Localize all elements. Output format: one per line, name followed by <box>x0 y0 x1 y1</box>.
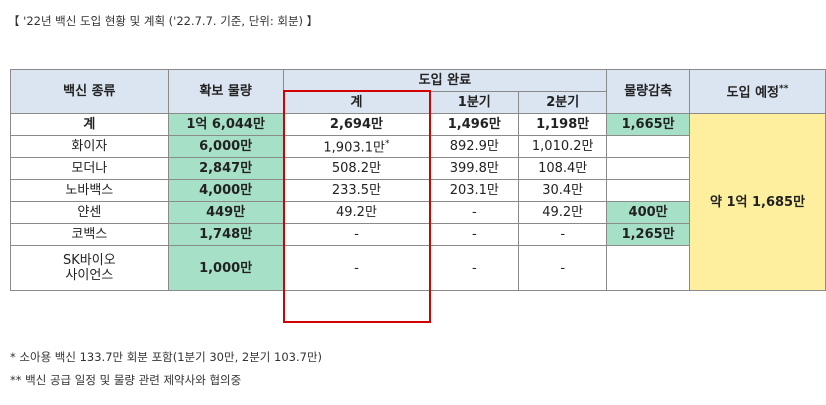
row-total: 49.2만 <box>282 201 431 224</box>
footnote-1: * 소아용 백신 133.7만 회분 포함(1분기 30만, 2분기 103.7… <box>10 350 323 364</box>
row-q1: 892.9만 <box>429 135 520 158</box>
row-reduction <box>606 245 691 291</box>
row-name-line1: SK바이오 <box>63 253 116 268</box>
header-vaccine-type: 백신 종류 <box>10 69 169 114</box>
row-q1: - <box>429 223 520 246</box>
row-secured: 2,847만 <box>167 157 284 180</box>
row-q1: 399.8만 <box>429 157 520 180</box>
row-name: 코백스 <box>10 223 169 246</box>
header-introduced: 도입 완료 <box>282 69 608 92</box>
row-secured: 1억 6,044만 <box>167 113 284 136</box>
row-total-mark: * <box>385 139 390 150</box>
row-secured: 4,000만 <box>167 179 284 202</box>
row-secured: 1,748만 <box>167 223 284 246</box>
table-row: 모더나 2,847만 508.2만 399.8만 108.4만 <box>10 157 826 180</box>
row-q2: 30.4만 <box>518 179 608 202</box>
row-name: 얀센 <box>10 201 169 224</box>
row-reduction <box>606 135 691 158</box>
row-q2: - <box>518 245 608 291</box>
row-total: 233.5만 <box>282 179 431 202</box>
row-reduction <box>606 157 691 180</box>
row-name: SK바이오 사이언스 <box>10 245 169 291</box>
footnote-2: ** 백신 공급 일정 및 물량 관련 제약사와 협의중 <box>10 373 242 387</box>
row-reduction <box>606 179 691 202</box>
row-name: 계 <box>10 113 169 136</box>
row-reduction: 400만 <box>606 201 691 224</box>
row-q1: - <box>429 245 520 291</box>
header-planned: 도입 예정** <box>689 69 826 114</box>
header-q2: 2분기 <box>518 91 608 114</box>
row-name: 노바백스 <box>10 179 169 202</box>
row-name: 모더나 <box>10 157 169 180</box>
row-name-line2: 사이언스 <box>65 268 114 283</box>
header-secured: 확보 물량 <box>167 69 284 114</box>
row-q2: 1,010.2만 <box>518 135 608 158</box>
table-row: SK바이오 사이언스 1,000만 - - - <box>10 245 826 291</box>
row-total: 1,903.1만* <box>282 135 431 158</box>
table-row: 화이자 6,000만 1,903.1만* 892.9만 1,010.2만 <box>10 135 826 158</box>
row-q1: 1,496만 <box>429 113 520 136</box>
row-total: 2,694만 <box>282 113 431 136</box>
row-secured: 449만 <box>167 201 284 224</box>
table-row: 얀센 449만 49.2만 - 49.2만 400만 <box>10 201 826 224</box>
row-secured: 6,000만 <box>167 135 284 158</box>
row-q2: 1,198만 <box>518 113 608 136</box>
table-row: 노바백스 4,000만 233.5만 203.1만 30.4만 <box>10 179 826 202</box>
planned-value: 약 1억 1,685만 <box>689 113 826 291</box>
row-reduction: 1,665만 <box>606 113 691 136</box>
header-planned-mark: ** <box>779 84 789 95</box>
row-q2: - <box>518 223 608 246</box>
row-q2: 49.2만 <box>518 201 608 224</box>
header-q1: 1분기 <box>429 91 520 114</box>
row-total: 508.2만 <box>282 157 431 180</box>
header-reduction: 물량감축 <box>606 69 691 114</box>
header-total: 계 <box>282 91 431 114</box>
header-planned-label: 도입 예정 <box>726 85 779 101</box>
table-row: 계 1억 6,044만 2,694만 1,496만 1,198만 1,665만 … <box>10 113 826 291</box>
row-total-value: 1,903.1만 <box>323 140 385 156</box>
row-total: - <box>282 245 431 291</box>
table-caption: 【 '22년 백신 도입 현황 및 계획 ('22.7.7. 기준, 단위: 회… <box>8 14 319 28</box>
vaccine-table: 백신 종류 확보 물량 도입 완료 물량감축 도입 예정** 계 1분기 2분기… <box>10 69 826 291</box>
row-q1: - <box>429 201 520 224</box>
row-q1: 203.1만 <box>429 179 520 202</box>
row-total: - <box>282 223 431 246</box>
row-q2: 108.4만 <box>518 157 608 180</box>
row-secured: 1,000만 <box>167 245 284 291</box>
row-name: 화이자 <box>10 135 169 158</box>
row-reduction: 1,265만 <box>606 223 691 246</box>
